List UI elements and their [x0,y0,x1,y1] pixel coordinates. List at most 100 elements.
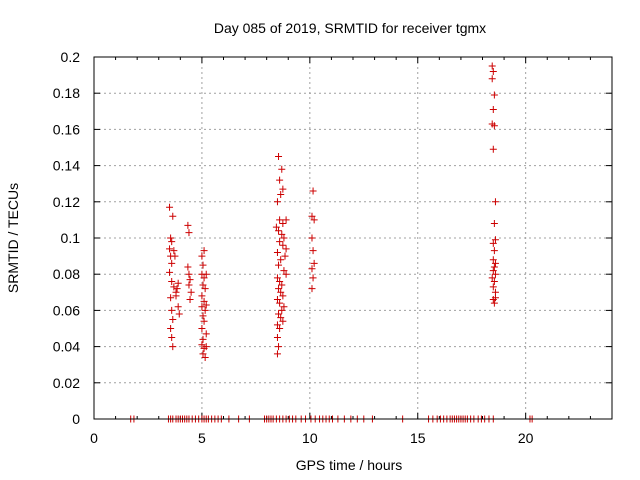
data-point [174,303,182,311]
data-point [184,263,192,271]
data-point [202,330,210,338]
data-point [167,294,175,302]
data-point [166,203,174,211]
data-point [200,274,208,282]
data-point [199,261,207,269]
data-point [308,234,316,242]
data-point [278,306,286,314]
data-point [275,285,283,293]
y-axis-ticks: 0 0.02 0.04 0.06 0.08 0.1 0.12 0.14 0.16 0.18 0.2 [53,49,612,427]
data-point [199,281,207,289]
data-point [488,75,496,83]
data-point [280,267,288,275]
data-point [184,221,192,229]
data-point [198,341,206,349]
data-point [491,236,499,244]
data-point [273,350,281,358]
y-tick-label: 0.12 [53,194,80,210]
x-tick-label: 20 [518,430,534,446]
data-point [278,281,286,289]
data-point [273,274,281,282]
data-point [170,247,178,255]
data-point [202,343,210,351]
data-point [310,259,318,267]
y-tick-label: 0.14 [53,158,80,174]
data-point [281,252,289,260]
data-point [168,277,176,285]
data-point [276,325,284,332]
data-point [282,270,290,278]
x-tick-label: 5 [198,430,206,446]
data-point [198,325,206,332]
data-point [489,105,497,113]
data-point [169,212,177,220]
data-point [490,91,498,99]
data-point [167,234,175,242]
data-point [489,145,497,153]
data-point [275,310,283,318]
data-point [277,191,285,199]
data-point [280,303,288,311]
plot-frame [93,56,613,420]
data-point [278,165,286,173]
data-point [279,220,287,228]
data-point [273,198,281,206]
data-point [169,315,177,323]
data-point [201,306,209,314]
data-point [169,343,177,351]
data-point [167,325,175,332]
data-point [186,276,194,284]
data-point [489,283,497,291]
data-point [275,261,283,269]
data-point [490,220,498,228]
data-point [276,216,284,224]
data-point [198,252,206,260]
data-point [491,198,499,206]
x-tick-label: 15 [410,430,426,446]
y-tick-label: 0.16 [53,121,80,137]
y-tick-label: 0.02 [53,375,80,391]
data-point [491,294,499,302]
y-tick-label: 0.04 [53,339,80,355]
data-point [309,187,317,195]
data-points [127,62,536,423]
data-point [277,288,285,296]
data-point [489,67,497,75]
data-point [490,277,498,285]
data-point [309,247,317,255]
data-point [168,238,176,246]
data-point [200,247,208,255]
data-point [309,274,317,282]
x-tick-label: 10 [302,430,318,446]
data-point [201,353,209,361]
data-point [168,259,176,267]
data-point [308,285,316,293]
data-point [199,335,207,343]
data-point [201,285,209,293]
data-point [282,245,290,253]
data-point [170,283,178,291]
data-point [490,263,498,271]
data-point [276,277,284,285]
data-point [185,281,193,289]
data-point [166,245,174,253]
data-point [491,270,499,278]
data-point [166,268,174,276]
data-point [168,334,176,342]
data-point [280,234,288,242]
data-point [279,317,287,325]
y-tick-label: 0.06 [53,302,80,318]
y-tick-label: 0.2 [61,49,81,65]
data-point [202,301,210,309]
data-point [275,343,283,351]
data-point [489,256,497,264]
data-point [185,270,193,278]
data-point [276,238,284,246]
data-point [277,256,285,264]
data-point [489,239,497,247]
data-point [171,252,179,260]
data-point [202,270,210,278]
chart-title: Day 085 of 2019, SRMTID for receiver tgm… [214,20,486,36]
data-point [174,279,182,287]
